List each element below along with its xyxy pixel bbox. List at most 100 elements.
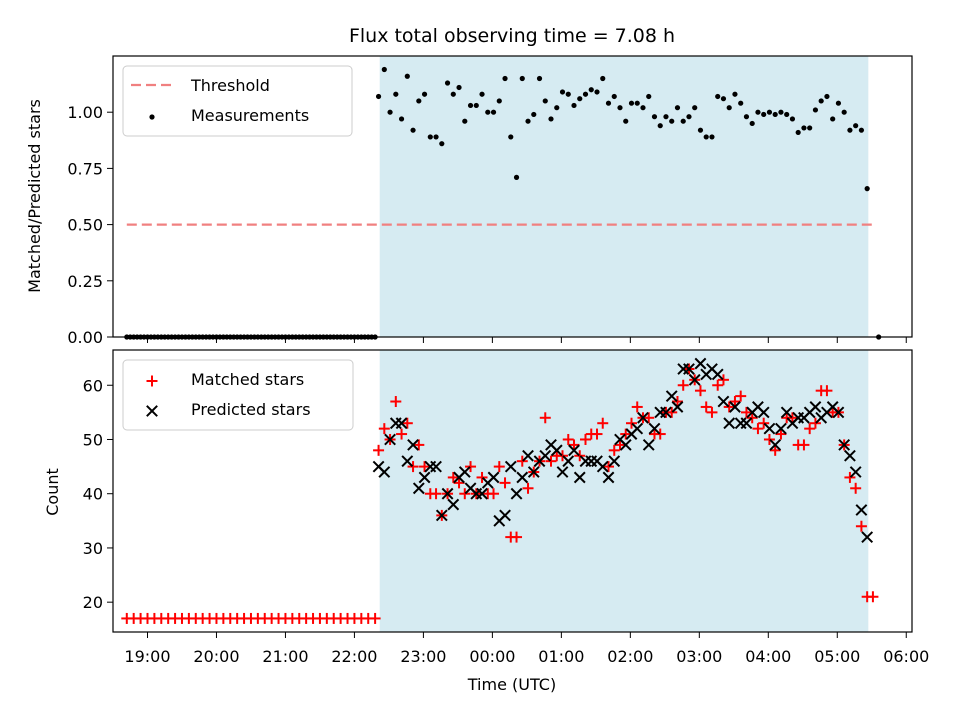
chart-title: Flux total observing time = 7.08 h [349,25,675,47]
count-y-axis-label: Count [43,468,62,516]
measurement-point [657,123,663,129]
matched-star-point [855,520,867,532]
predicted-star-point [769,438,782,451]
matched-star-point [562,433,574,445]
predicted-star-point [838,438,851,451]
matched-star-point [378,423,390,435]
predicted-star-point [775,422,787,435]
measurement-point [588,87,594,93]
measurement-point [669,118,675,124]
matched-star-point [413,439,425,451]
measurement-point [864,186,870,192]
matched-star-point [522,482,534,494]
predicted-star-point [418,471,431,484]
measurement-point [749,120,755,127]
matched-star-point [568,439,580,451]
matched-star-point [557,450,569,462]
measurement-point [772,111,778,118]
matched-star-point [821,385,833,397]
measurement-point [830,116,836,122]
measurement-point [709,134,715,140]
y-tick-label: 40 [83,485,103,504]
measurement-point [703,134,709,140]
matched-star-point [631,401,643,413]
matched-star-point [401,417,413,429]
measurement-point [439,141,445,147]
predicted-star-point [562,455,575,468]
matched-star-point [809,417,821,429]
measurement-point [582,91,589,97]
legend-marker-swatch [146,375,158,387]
predicted-star-point [430,460,442,473]
measurement-point [375,93,382,100]
measurement-point [715,93,721,100]
matched-star-point [763,433,775,445]
predicted-star-point [602,471,615,484]
y-tick-label: 30 [83,539,103,558]
matched-star-point [574,450,586,462]
measurement-point [617,105,623,111]
measurement-point [444,80,451,86]
matched-star-point [769,444,781,456]
measurement-point [766,109,773,115]
count-points [121,357,879,624]
predicted-star-point [683,363,695,375]
matched-star-point [373,444,385,456]
count-y-axis: 20 30 40 50 60 [83,376,113,612]
matched-star-point [723,401,735,413]
measurement-point [467,102,474,109]
predicted-star-point [550,444,563,457]
x-tick-label: 21:00 [262,647,308,666]
legend-box [122,65,353,137]
y-tick-label: 1.00 [67,103,103,122]
legend-entry-label: Measurements [191,106,309,125]
matched-star-point [694,385,706,397]
predicted-star-point [648,422,661,435]
predicted-star-point [637,411,649,424]
measurement-point [381,66,387,73]
predicted-star-point [527,466,540,478]
predicted-star-point [642,438,655,451]
ratio-y-axis: 0.00 0.25 0.50 0.75 1.00 [67,103,113,347]
measurement-point [508,134,514,140]
observing-span-bottom [379,350,869,632]
measurement-point [795,129,801,136]
measurement-point [738,100,744,106]
matched-star-point [706,406,718,418]
measurement-point [761,111,767,118]
measurement-point [726,105,732,111]
matched-star-point [419,461,431,473]
measurement-point [611,93,617,100]
measurement-point [433,134,439,140]
matched-star-point [396,428,408,440]
predicted-star-point [757,406,770,419]
count-legend: Matched stars Predicted stars [122,359,354,431]
measurement-point [847,127,853,133]
measurement-point [462,118,468,124]
measurement-point [818,98,824,104]
measurement-point [784,111,790,118]
predicted-star-point [832,406,845,419]
measurement-point [835,100,842,106]
y-tick-label: 20 [83,593,103,612]
predicted-star-point [855,504,868,516]
matched-star-point [740,406,752,418]
x-tick-label: 23:00 [400,647,446,666]
matched-star-point [729,396,741,408]
predicted-star-point [384,433,396,446]
predicted-star-point [522,449,534,462]
predicted-star-point [407,438,419,451]
matched-star-point [775,428,787,440]
predicted-star-point [504,460,517,473]
measurement-point [542,98,548,104]
measurement-point [640,105,646,111]
y-tick-label: 0.50 [67,216,103,235]
matched-star-point [746,412,758,424]
matched-star-point [608,444,620,456]
x-tick-label: 01:00 [538,647,584,666]
ratio-legend: Threshold Measurements [122,65,353,137]
measurement-point [663,114,669,120]
matched-star-point [459,488,471,500]
measurement-point [479,91,485,97]
predicted-star-point [412,482,425,495]
